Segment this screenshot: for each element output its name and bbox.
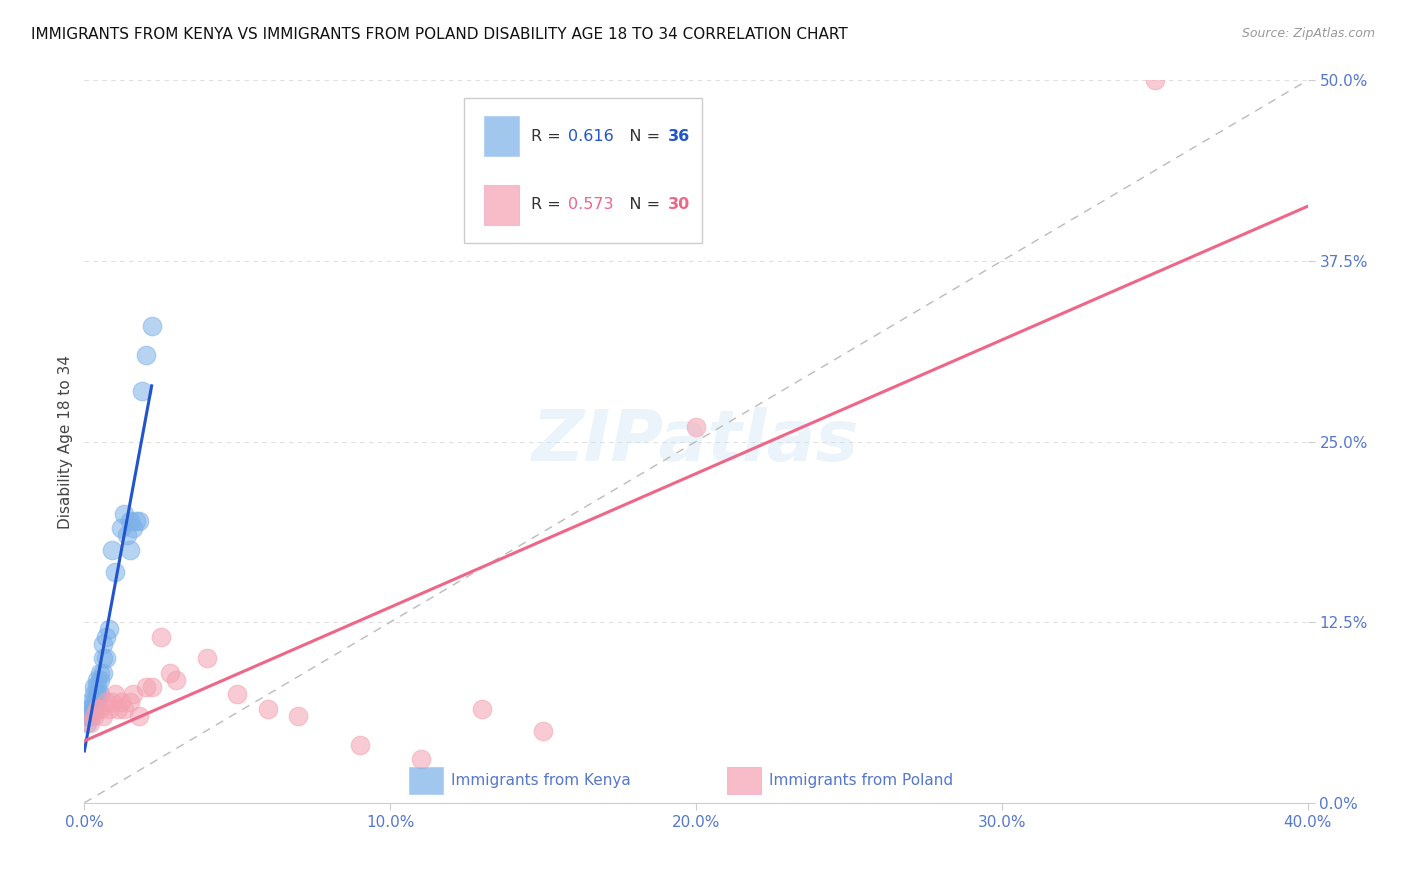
Point bbox=[195, 651, 218, 665]
Point bbox=[83, 680, 105, 694]
Point bbox=[349, 738, 371, 752]
Text: Immigrants from Kenya: Immigrants from Kenya bbox=[451, 772, 631, 788]
Point bbox=[91, 665, 114, 680]
Point bbox=[122, 687, 145, 701]
Point bbox=[1143, 73, 1166, 87]
Point bbox=[107, 702, 129, 716]
Point bbox=[76, 716, 98, 731]
Point bbox=[471, 702, 494, 716]
Point bbox=[91, 651, 114, 665]
Point bbox=[125, 514, 148, 528]
Point bbox=[89, 673, 111, 687]
Point bbox=[104, 565, 127, 579]
Point bbox=[122, 521, 145, 535]
Point bbox=[141, 680, 163, 694]
Text: IMMIGRANTS FROM KENYA VS IMMIGRANTS FROM POLAND DISABILITY AGE 18 TO 34 CORRELAT: IMMIGRANTS FROM KENYA VS IMMIGRANTS FROM… bbox=[31, 27, 848, 42]
Point bbox=[97, 623, 120, 637]
Point bbox=[101, 542, 124, 557]
Point bbox=[79, 716, 101, 731]
Text: R =: R = bbox=[531, 128, 565, 144]
Point bbox=[159, 665, 181, 680]
Point bbox=[141, 318, 163, 333]
Point bbox=[257, 702, 280, 716]
Point bbox=[89, 665, 111, 680]
Point bbox=[76, 702, 98, 716]
Bar bbox=[484, 185, 519, 225]
Text: ZIPatlas: ZIPatlas bbox=[533, 407, 859, 476]
Bar bbox=[409, 767, 443, 794]
Point bbox=[94, 695, 117, 709]
Point bbox=[120, 514, 142, 528]
Point bbox=[104, 687, 127, 701]
Point bbox=[83, 709, 105, 723]
Point bbox=[110, 521, 132, 535]
Text: N =: N = bbox=[614, 197, 665, 212]
Point bbox=[76, 709, 98, 723]
Text: Immigrants from Poland: Immigrants from Poland bbox=[769, 772, 953, 788]
Point bbox=[531, 723, 554, 738]
Point bbox=[86, 673, 108, 687]
Point bbox=[86, 702, 108, 716]
Point bbox=[79, 695, 101, 709]
Point bbox=[110, 695, 132, 709]
Point bbox=[79, 709, 101, 723]
Bar bbox=[727, 767, 761, 794]
Point bbox=[115, 528, 138, 542]
Text: R =: R = bbox=[531, 197, 565, 212]
Point bbox=[409, 752, 432, 766]
Text: 36: 36 bbox=[668, 128, 690, 144]
Point bbox=[101, 695, 124, 709]
Point bbox=[91, 709, 114, 723]
Text: 0.616: 0.616 bbox=[568, 128, 613, 144]
Text: 30: 30 bbox=[668, 197, 690, 212]
Point bbox=[83, 702, 105, 716]
Point bbox=[83, 687, 105, 701]
Point bbox=[165, 673, 187, 687]
Point bbox=[89, 702, 111, 716]
Point bbox=[131, 384, 153, 398]
Bar bbox=[484, 116, 519, 156]
Y-axis label: Disability Age 18 to 34: Disability Age 18 to 34 bbox=[58, 354, 73, 529]
FancyBboxPatch shape bbox=[464, 98, 702, 243]
Point bbox=[120, 542, 142, 557]
Point bbox=[112, 507, 135, 521]
Point bbox=[91, 637, 114, 651]
Point bbox=[149, 630, 172, 644]
Point bbox=[83, 695, 105, 709]
Point bbox=[226, 687, 249, 701]
Point bbox=[112, 702, 135, 716]
Point bbox=[128, 709, 150, 723]
Text: Source: ZipAtlas.com: Source: ZipAtlas.com bbox=[1241, 27, 1375, 40]
Point bbox=[86, 687, 108, 701]
Point bbox=[94, 630, 117, 644]
Point bbox=[685, 420, 707, 434]
Text: N =: N = bbox=[614, 128, 665, 144]
Point bbox=[86, 680, 108, 694]
Text: 0.573: 0.573 bbox=[568, 197, 613, 212]
Point bbox=[79, 702, 101, 716]
Point bbox=[135, 348, 157, 362]
Point bbox=[89, 687, 111, 701]
Point bbox=[287, 709, 309, 723]
Point bbox=[97, 702, 120, 716]
Point bbox=[128, 514, 150, 528]
Point bbox=[94, 651, 117, 665]
Point bbox=[86, 695, 108, 709]
Point bbox=[135, 680, 157, 694]
Point bbox=[120, 695, 142, 709]
